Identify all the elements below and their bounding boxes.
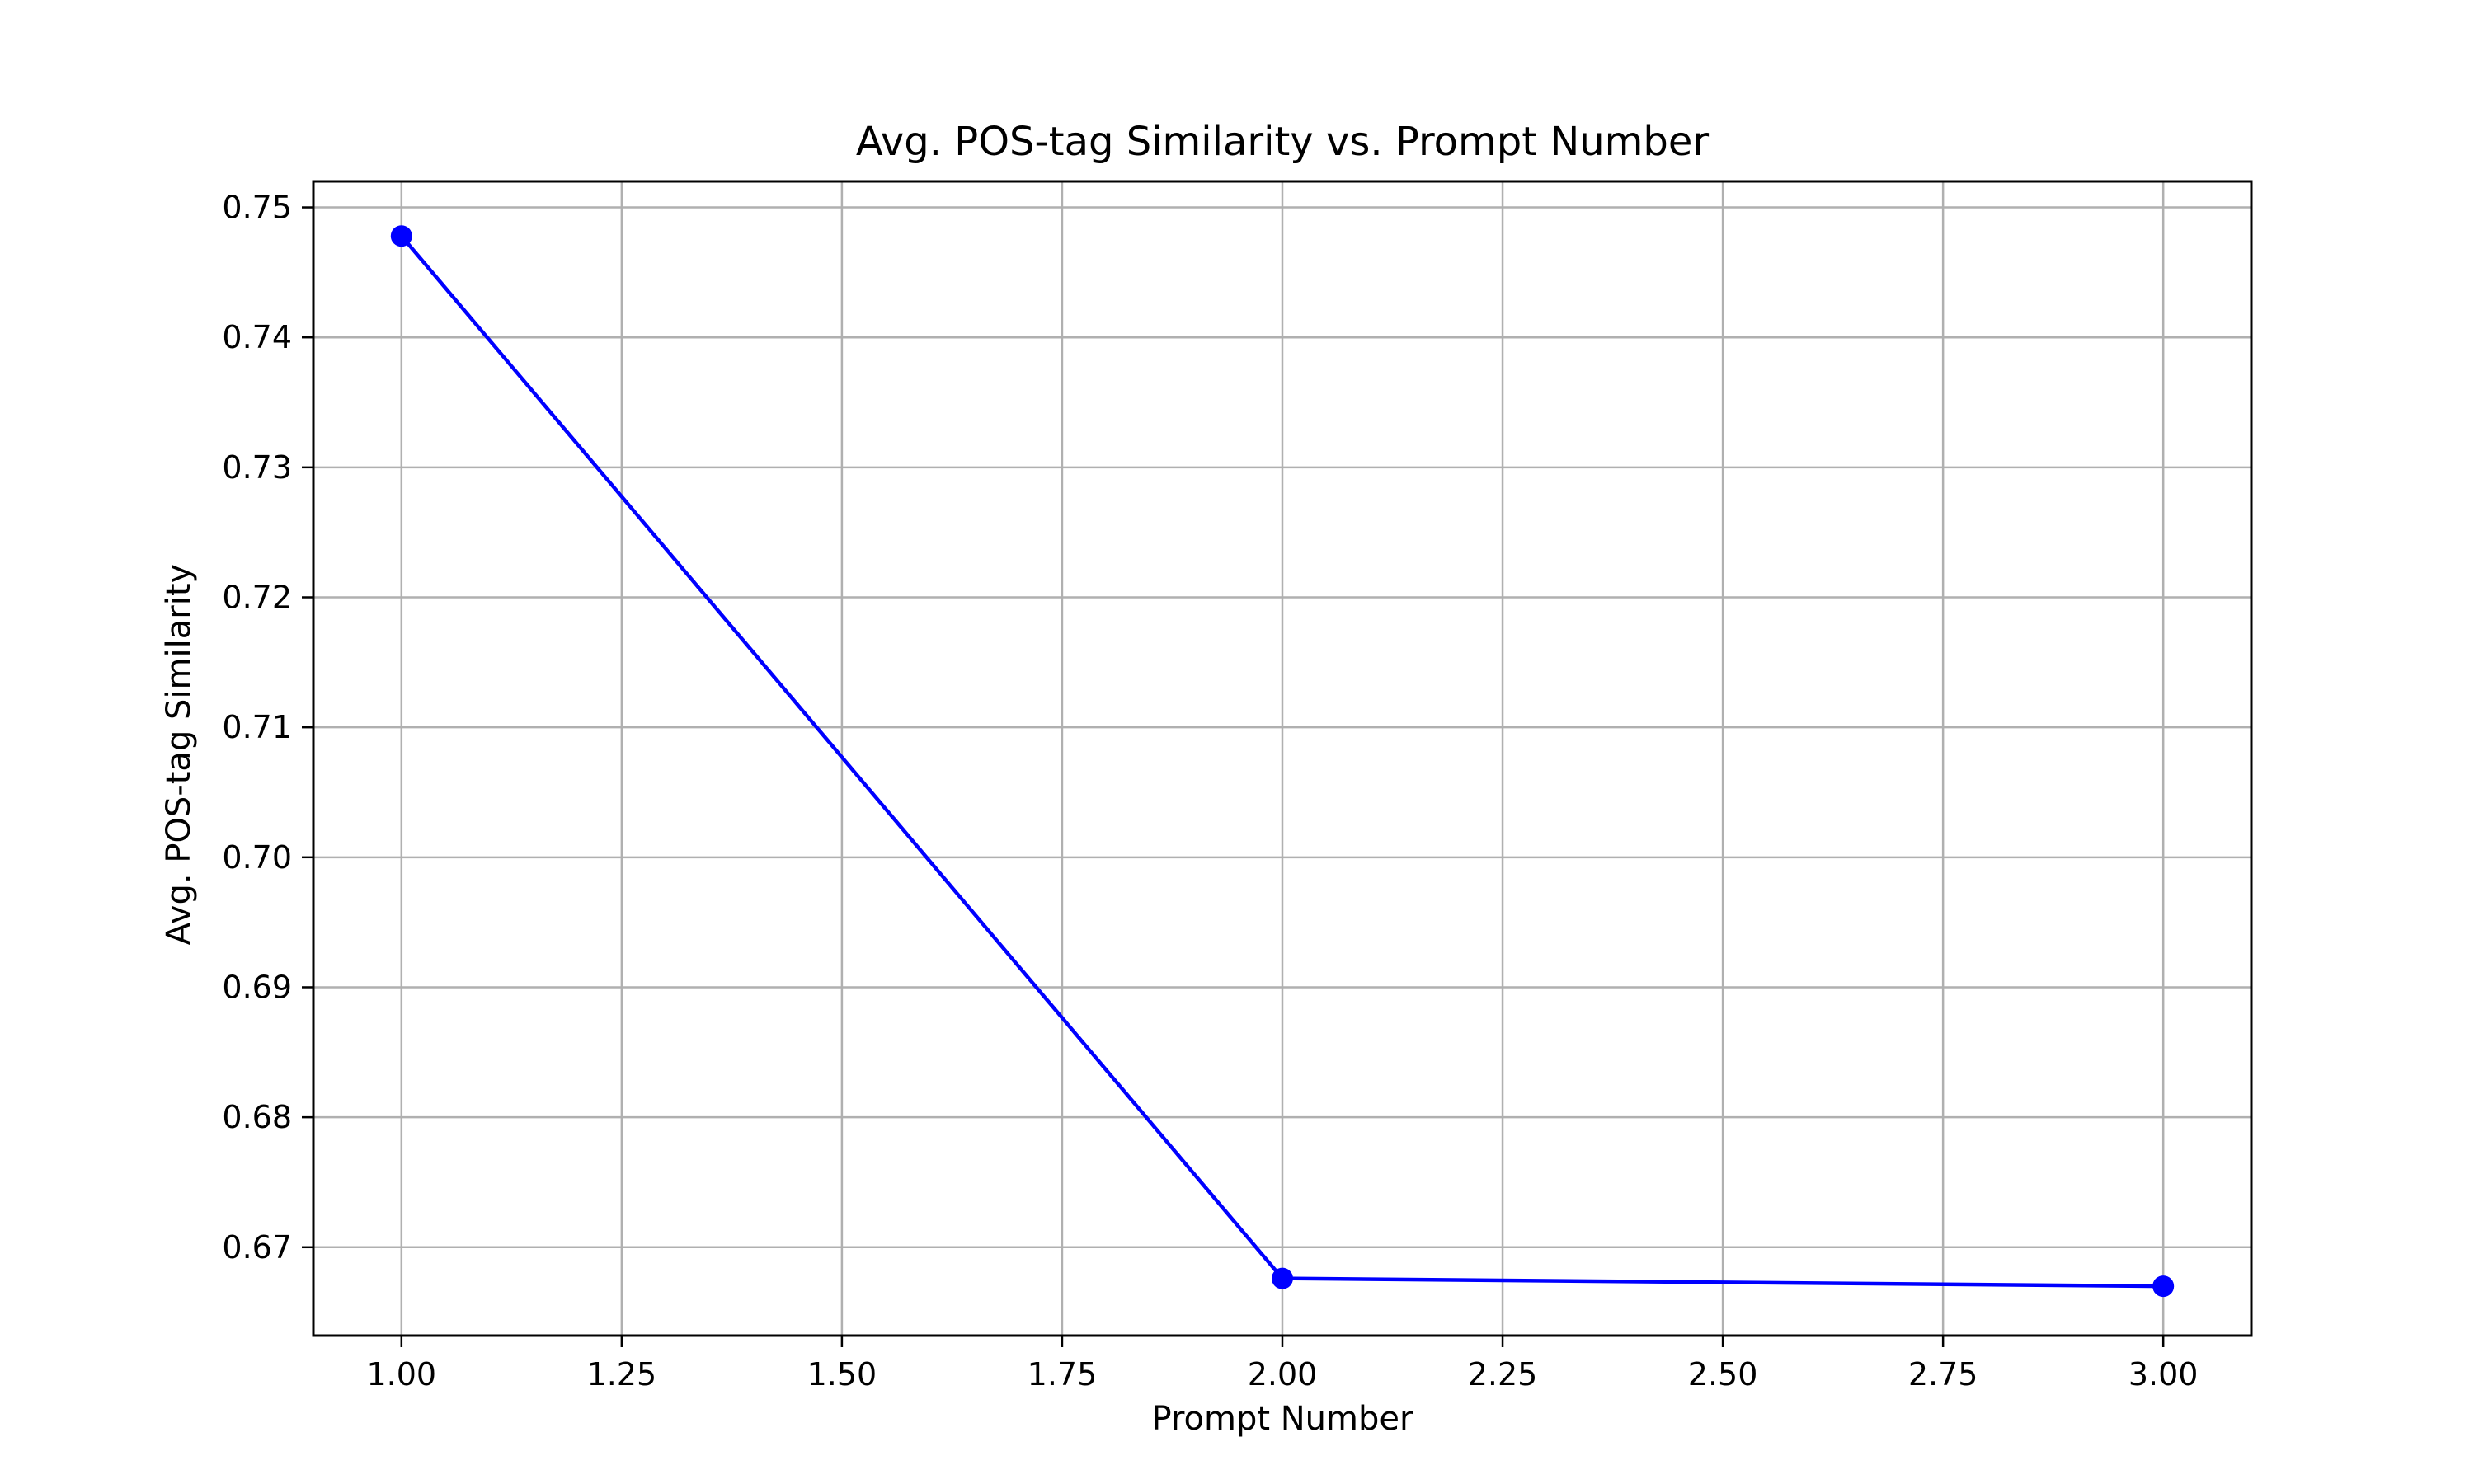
chart-title: Avg. POS-tag Similarity vs. Prompt Numbe… bbox=[856, 119, 1710, 165]
data-point bbox=[2152, 1275, 2175, 1298]
data-point bbox=[1272, 1267, 1293, 1289]
y-tick-label: 0.67 bbox=[222, 1229, 292, 1266]
x-tick-label: 3.00 bbox=[2128, 1356, 2199, 1392]
y-axis-label: Avg. POS-tag Similarity bbox=[160, 564, 198, 945]
y-tick-label: 0.70 bbox=[222, 839, 292, 876]
x-axis-ticks: 1.00 1.25 1.50 1.75 2.00 2.25 2.50 2.75 3.00 bbox=[367, 1336, 2199, 1392]
y-tick-label: 0.68 bbox=[222, 1099, 292, 1135]
grid bbox=[313, 181, 2251, 1336]
y-tick-label: 0.75 bbox=[222, 190, 292, 226]
x-tick-label: 1.00 bbox=[367, 1356, 437, 1392]
x-tick-label: 2.75 bbox=[1908, 1356, 1978, 1392]
x-tick-label: 2.50 bbox=[1688, 1356, 1758, 1392]
x-tick-label: 1.50 bbox=[807, 1356, 877, 1392]
series-layer bbox=[390, 225, 2175, 1298]
y-tick-label: 0.72 bbox=[222, 580, 292, 616]
y-axis-ticks: 0.67 0.68 0.69 0.70 0.71 0.72 0.73 0.74 0.75 bbox=[222, 190, 313, 1266]
data-point bbox=[390, 225, 412, 247]
x-tick-label: 2.25 bbox=[1468, 1356, 1538, 1392]
x-axis-label: Prompt Number bbox=[1152, 1400, 1413, 1438]
y-tick-label: 0.71 bbox=[222, 709, 292, 745]
y-tick-label: 0.69 bbox=[222, 969, 292, 1005]
x-tick-label: 1.25 bbox=[587, 1356, 657, 1392]
x-tick-label: 2.00 bbox=[1248, 1356, 1318, 1392]
y-tick-label: 0.73 bbox=[222, 449, 292, 486]
y-tick-label: 0.74 bbox=[222, 319, 292, 355]
x-tick-label: 1.75 bbox=[1028, 1356, 1098, 1392]
